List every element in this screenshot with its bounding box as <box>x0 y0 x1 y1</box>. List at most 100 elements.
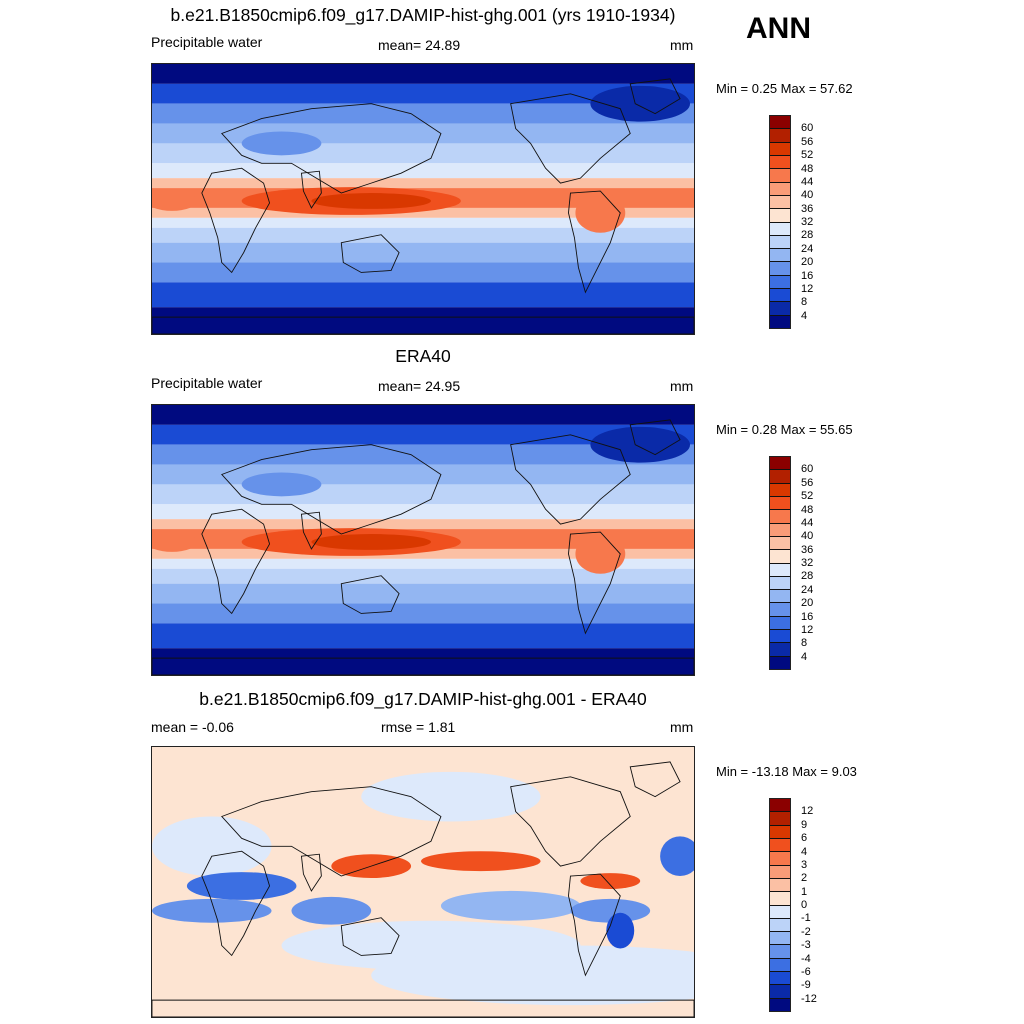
colorbar-swatch <box>770 944 790 958</box>
colorbar-swatch <box>770 482 790 496</box>
colorbar-tick-label: 32 <box>801 216 814 228</box>
colorbar-swatch <box>770 864 790 878</box>
colorbar-swatch <box>770 522 790 536</box>
colorbar-swatch <box>770 824 790 838</box>
colorbar-tick-label: 6 <box>801 832 808 845</box>
colorbar-tick-label: 24 <box>801 242 814 255</box>
colorbar-tick-label: 8 <box>801 296 808 309</box>
colorbar-swatch <box>770 168 790 182</box>
colorbar-tick-label: 40 <box>801 530 814 543</box>
colorbar-tick-label: -1 <box>801 912 811 925</box>
panel-2-colorbar <box>769 456 791 670</box>
colorbar-tick-label: -12 <box>801 992 817 1005</box>
colorbar-tick-label: 12 <box>801 805 814 818</box>
colorbar-tick-label: 32 <box>801 557 814 569</box>
colorbar-swatch <box>770 799 790 812</box>
colorbar-swatch <box>770 589 790 603</box>
panel-1-minmax: Min = 0.25 Max = 57.62 <box>716 81 853 96</box>
colorbar-tick-label: 12 <box>801 282 814 295</box>
panel-1-mean: mean= 24.89 <box>378 37 461 53</box>
colorbar-swatch <box>770 128 790 142</box>
colorbar-tick-label: 52 <box>801 490 814 503</box>
panel-1-title: b.e21.B1850cmip6.f09_g17.DAMIP-hist-ghg.… <box>170 5 676 25</box>
colorbar-swatch <box>770 116 790 129</box>
colorbar-tick-label: 48 <box>801 162 814 175</box>
panel-2-minmax: Min = 0.28 Max = 55.65 <box>716 422 853 437</box>
colorbar-tick-label: 4 <box>801 309 808 322</box>
colorbar-swatch <box>770 971 790 985</box>
panel-1-map <box>151 63 695 335</box>
colorbar-tick-label: 36 <box>801 543 814 556</box>
panel-2-title: ERA40 <box>395 346 451 366</box>
colorbar-swatch <box>770 194 790 209</box>
colorbar-swatch <box>770 301 790 315</box>
colorbar-swatch <box>770 655 790 669</box>
colorbar-tick-label: 16 <box>801 610 814 623</box>
panel-1-units: mm <box>670 37 694 53</box>
colorbar-swatch <box>770 141 790 155</box>
colorbar-tick-label: 12 <box>801 623 814 636</box>
colorbar-tick-label: 60 <box>801 122 814 135</box>
colorbar-swatch <box>770 891 790 905</box>
colorbar-tick-label: -6 <box>801 965 811 978</box>
panel-1-colorbar <box>769 115 791 329</box>
colorbar-tick-label: 44 <box>801 516 814 529</box>
colorbar-tick-label: 60 <box>801 463 814 476</box>
colorbar-tick-label: 9 <box>801 818 808 831</box>
colorbar-swatch <box>770 274 790 289</box>
colorbar-swatch <box>770 495 790 510</box>
colorbar-tick-label: -2 <box>801 925 811 938</box>
panel-2-units: mm <box>670 378 694 394</box>
panel-3-units: mm <box>670 719 694 735</box>
colorbar-swatch <box>770 984 790 998</box>
colorbar-swatch <box>770 248 790 262</box>
panel-2-left-label: Precipitable water <box>151 375 263 391</box>
panel-2-colorbar-labels: 60 56 52 48 44 40 36 32 28 24 20 16 12 8 4 <box>801 456 841 670</box>
colorbar-swatch <box>770 457 790 470</box>
colorbar-swatch <box>770 469 790 483</box>
colorbar-tick-label: 24 <box>801 583 814 596</box>
colorbar-swatch <box>770 509 790 523</box>
colorbar-tick-label: 3 <box>801 858 808 871</box>
colorbar-swatch <box>770 917 790 932</box>
colorbar-tick-label: 1 <box>801 885 808 898</box>
colorbar-swatch <box>770 288 790 302</box>
colorbar-swatch <box>770 957 790 972</box>
panel-3-title: b.e21.B1850cmip6.f09_g17.DAMIP-hist-ghg.… <box>199 689 647 709</box>
panel-3-colorbar-labels: 12 9 6 4 3 2 1 0 -1 -2 -3 -4 -6 -9 -12 <box>801 798 841 1012</box>
colorbar-tick-label: 4 <box>801 650 808 663</box>
colorbar-tick-label: -3 <box>801 939 811 952</box>
colorbar-swatch <box>770 629 790 643</box>
colorbar-tick-label: 40 <box>801 189 814 202</box>
colorbar-tick-label: 8 <box>801 637 808 650</box>
colorbar-swatch <box>770 221 790 235</box>
colorbar-swatch <box>770 811 790 825</box>
colorbar-swatch <box>770 615 790 630</box>
colorbar-swatch <box>770 877 790 892</box>
panel-1-colorbar-labels: 60 56 52 48 44 40 36 32 28 24 20 16 12 8 4 <box>801 115 841 329</box>
colorbar-swatch <box>770 837 790 852</box>
panel-3-colorbar <box>769 798 791 1012</box>
colorbar-tick-label: -9 <box>801 979 811 992</box>
colorbar-swatch <box>770 535 790 550</box>
colorbar-tick-label: 20 <box>801 256 814 269</box>
colorbar-tick-label: 20 <box>801 597 814 610</box>
panel-3-minmax: Min = -13.18 Max = 9.03 <box>716 764 857 779</box>
panel-3-rmse: rmse = 1.81 <box>381 719 456 735</box>
panel-3-mean: mean = -0.06 <box>151 719 234 735</box>
colorbar-swatch <box>770 997 790 1011</box>
colorbar-tick-label: 28 <box>801 229 814 242</box>
season-label: ANN <box>746 12 811 45</box>
colorbar-swatch <box>770 642 790 656</box>
colorbar-tick-label: 16 <box>801 269 814 282</box>
panel-1-left-label: Precipitable water <box>151 34 263 50</box>
colorbar-tick-label: 56 <box>801 476 814 489</box>
panel-3-map <box>151 746 695 1018</box>
colorbar-tick-label: 0 <box>801 899 808 911</box>
colorbar-swatch <box>770 314 790 328</box>
colorbar-tick-label: 4 <box>801 845 808 858</box>
colorbar-tick-label: 56 <box>801 135 814 148</box>
colorbar-swatch <box>770 181 790 195</box>
colorbar-swatch <box>770 261 790 275</box>
colorbar-tick-label: -4 <box>801 952 811 965</box>
